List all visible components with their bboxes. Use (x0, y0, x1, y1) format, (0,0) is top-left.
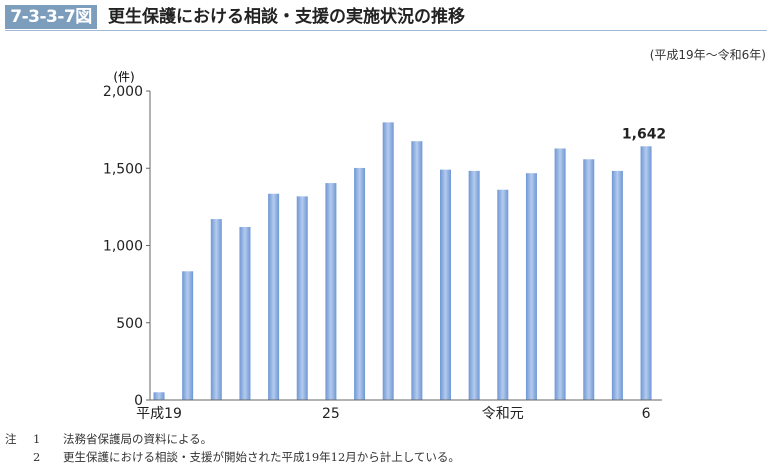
bar-8 (382, 122, 394, 401)
x-tick-label: 平成19 (136, 406, 182, 422)
bar-13 (525, 173, 537, 400)
figure-number: 7-3-3-7図 (5, 5, 97, 29)
y-tick-label: 1,500 (103, 161, 143, 177)
period-label: (平成19年～令和6年) (649, 48, 766, 62)
bar-5 (296, 196, 308, 400)
bar-1 (182, 271, 194, 400)
bar-10 (440, 169, 451, 400)
bar-7 (354, 167, 366, 400)
note-prefix: 注 (5, 432, 17, 446)
y-tick-label: 0 (134, 393, 143, 409)
bar-12 (497, 189, 509, 400)
note-number: 2 (33, 450, 41, 464)
bar-16 (611, 170, 623, 400)
y-tick-label: 1,000 (103, 239, 143, 255)
bar-9 (411, 141, 423, 400)
note-1: 注 1 法務省保護局の資料による。 (5, 430, 460, 448)
y-axis-label: (件) (113, 70, 134, 84)
bar-2 (210, 219, 222, 400)
note-text: 更生保護における相談・支援が開始された平成19年12月から計上している。 (63, 450, 460, 464)
y-tick-label: 500 (116, 316, 143, 332)
bar-0 (153, 392, 165, 400)
bar-11 (468, 170, 480, 400)
bar-6 (325, 183, 337, 400)
y-tick-label: 2,000 (103, 84, 143, 100)
title-underline (5, 30, 767, 31)
bar-14 (554, 148, 566, 400)
x-tick-label: 6 (642, 406, 651, 422)
notes: 注 1 法務省保護局の資料による。 2 更生保護における相談・支援が開始された平… (5, 430, 460, 466)
note-2: 2 更生保護における相談・支援が開始された平成19年12月から計上している。 (5, 448, 460, 466)
x-tick-label: 令和元 (482, 406, 524, 422)
note-text: 法務省保護局の資料による。 (63, 432, 213, 446)
bar-15 (583, 159, 595, 400)
x-tick-label: 25 (322, 406, 340, 422)
bar-3 (239, 226, 251, 400)
bar-17 (640, 146, 652, 400)
bar-4 (268, 193, 280, 400)
data-label: 1,642 (622, 126, 666, 142)
figure-title: 更生保護における相談・支援の実施状況の推移 (108, 7, 465, 27)
note-number: 1 (33, 432, 41, 446)
